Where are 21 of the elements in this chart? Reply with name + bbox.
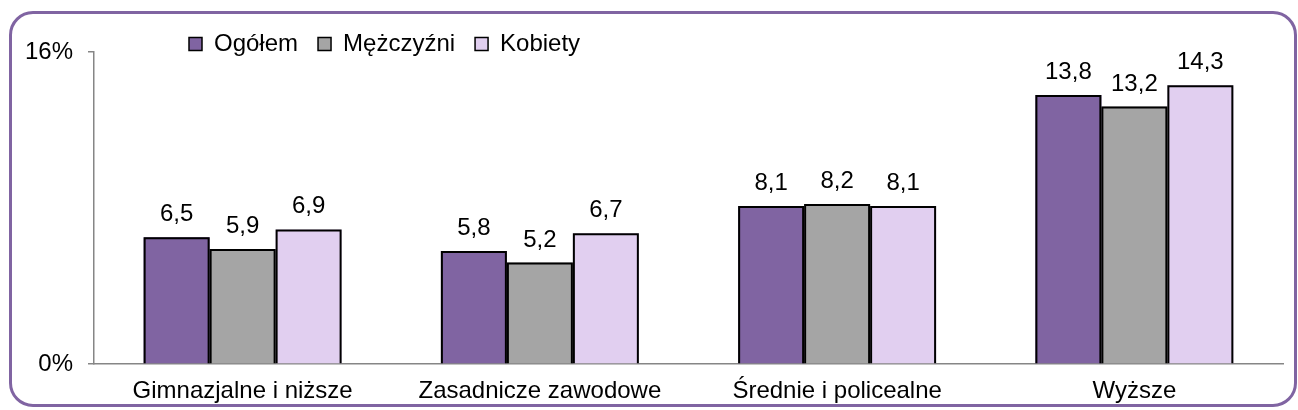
data-label: 6,9 — [291, 191, 326, 219]
x-tick-label: Średnie i policealne — [732, 376, 942, 404]
legend-label: Ogółem — [214, 28, 299, 56]
x-tick-label: Wyższe — [1092, 376, 1177, 404]
x-tick-label: Gimnazjalne i niższe — [132, 376, 353, 404]
data-label: 13,8 — [1045, 56, 1092, 84]
x-tick-label: Zasadnicze zawodowe — [418, 376, 662, 404]
y-tick-label: 16% — [24, 36, 73, 64]
data-label: 5,8 — [457, 212, 491, 240]
data-label: 5,9 — [225, 210, 260, 238]
y-tick-label: 0% — [38, 348, 73, 376]
data-label: 5,2 — [523, 224, 557, 252]
data-label: 8,2 — [820, 166, 854, 194]
legend-label: Kobiety — [500, 28, 581, 56]
legend-label: Mężczyźni — [343, 28, 456, 56]
data-label: 13,2 — [1111, 68, 1158, 96]
data-label: 6,5 — [159, 199, 194, 227]
data-label: 8,1 — [886, 168, 920, 196]
data-label: 6,7 — [589, 195, 623, 223]
data-label: 14,3 — [1177, 47, 1224, 75]
data-label: 8,1 — [754, 168, 788, 196]
